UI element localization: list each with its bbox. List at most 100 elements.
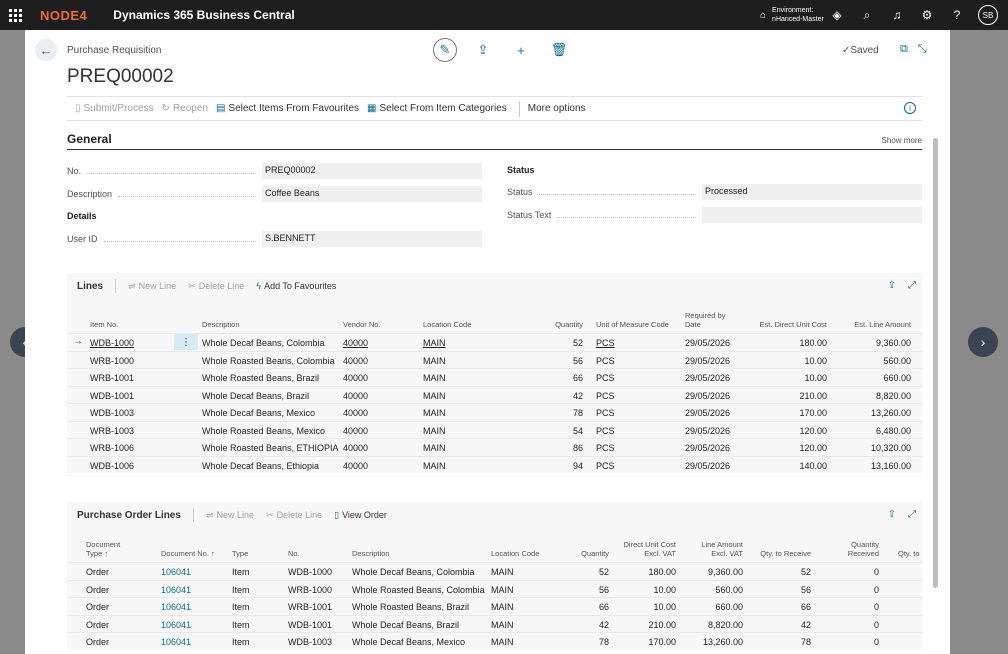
cell-amount[interactable]: 13,260.00 xyxy=(870,408,911,418)
cell-received[interactable]: 0 xyxy=(873,584,879,595)
cell-amount[interactable]: 6,480.00 xyxy=(875,425,911,436)
cell-date[interactable]: 29/05/2026 xyxy=(685,338,731,348)
cell-received[interactable]: 0 xyxy=(873,637,879,647)
col-direct-unit-cost-1[interactable]: Direct Unit Cost xyxy=(623,540,676,549)
search-icon[interactable]: ⌕ xyxy=(863,7,871,22)
general-title[interactable]: General xyxy=(67,132,112,146)
purchase-order-lines-title[interactable]: Purchase Order Lines xyxy=(77,509,181,521)
cell-to_receive[interactable]: 56 xyxy=(800,584,811,595)
submit-process-action[interactable]: ▯ Submit/Process xyxy=(75,103,154,114)
cell-cost[interactable]: 180.00 xyxy=(799,338,827,348)
cell-uom[interactable]: PCS xyxy=(596,425,615,436)
edit-button[interactable]: ✎ xyxy=(433,38,457,62)
help-icon[interactable]: ? xyxy=(953,8,961,22)
cell-no[interactable]: WRB-1001 xyxy=(288,602,333,612)
col-vendor-no[interactable]: Vendor No. xyxy=(343,320,381,329)
col-location-code[interactable]: Location Code xyxy=(423,320,472,329)
avatar[interactable]: SB xyxy=(978,5,998,25)
cell-cost[interactable]: 180.00 xyxy=(648,567,676,577)
cell-uom[interactable]: PCS xyxy=(596,443,615,453)
page-scrollbar[interactable] xyxy=(933,130,938,650)
col-quantity[interactable]: Quantity xyxy=(555,320,583,329)
col-po-description[interactable]: Description xyxy=(352,549,390,558)
col-type[interactable]: Type xyxy=(232,549,249,558)
cell-cost[interactable]: 210.00 xyxy=(648,619,676,630)
table-row[interactable]: → ⋮ WDB-1000 Whole Decaf Beans, Colombia 400… xyxy=(67,333,922,351)
bell-icon[interactable]: ♫ xyxy=(892,8,902,22)
cell-doc_no[interactable]: 106041 xyxy=(161,637,192,647)
cell-desc[interactable]: Whole Roasted Beans, ETHIOPIA xyxy=(202,443,339,453)
cell-desc[interactable]: Whole Decaf Beans, Brazil xyxy=(202,390,310,401)
cell-doc_type[interactable]: Order xyxy=(86,602,110,612)
cell-amount[interactable]: 8,820.00 xyxy=(707,619,743,630)
cell-vendor[interactable]: 40000 xyxy=(343,390,369,401)
cell-desc[interactable]: Whole Decaf Beans, Mexico xyxy=(202,408,316,418)
cell-uom[interactable]: PCS xyxy=(596,355,615,366)
col-uom[interactable]: Unit of Measure Code xyxy=(596,320,669,329)
table-row[interactable]: WDB-1001 Whole Decaf Beans, Brazil 40000 MA… xyxy=(67,385,922,403)
col-qty-to[interactable]: Qty. to xyxy=(898,549,920,558)
description-input[interactable]: Coffee Beans xyxy=(262,186,482,202)
cell-qty[interactable]: 78 xyxy=(598,637,609,647)
table-row[interactable]: Order 106041 Item WRB-1001 Whole Roasted Bea… xyxy=(67,597,922,615)
cell-desc[interactable]: Whole Decaf Beans, Colombia xyxy=(202,338,325,348)
no-input[interactable]: PREQ00002 xyxy=(262,163,482,179)
cell-date[interactable]: 29/05/2026 xyxy=(685,373,731,383)
delete-button[interactable]: 🗑 xyxy=(547,38,571,62)
share-icon[interactable]: ⇪ xyxy=(887,280,896,291)
cell-desc[interactable]: Whole Roasted Beans, Brazil xyxy=(202,373,320,383)
table-row[interactable]: WDB-1003 Whole Decaf Beans, Mexico 40000 MA… xyxy=(67,403,922,421)
cell-qty[interactable]: 42 xyxy=(598,619,609,630)
cell-item[interactable]: WDB-1006 xyxy=(90,460,135,471)
table-row[interactable]: WDB-1006 Whole Decaf Beans, Ethiopia 40000… xyxy=(67,455,922,473)
po-new-line-action[interactable]: ⇌ New Line xyxy=(206,510,254,521)
cell-loc[interactable]: MAIN xyxy=(423,355,446,366)
info-icon[interactable]: i xyxy=(904,102,916,114)
scrollbar-thumb[interactable] xyxy=(933,138,938,588)
cell-date[interactable]: 29/05/2026 xyxy=(685,460,731,471)
col-description[interactable]: Description xyxy=(202,320,240,329)
cell-no[interactable]: WRB-1000 xyxy=(288,584,333,595)
cell-uom[interactable]: PCS xyxy=(596,408,615,418)
cell-item[interactable]: WRB-1001 xyxy=(90,373,135,383)
cell-cost[interactable]: 170.00 xyxy=(648,637,676,647)
cell-no[interactable]: WDB-1001 xyxy=(288,619,333,630)
cell-item[interactable]: WRB-1000 xyxy=(90,355,135,366)
share-button[interactable]: ⇪ xyxy=(471,38,495,62)
cell-to_receive[interactable]: 66 xyxy=(800,602,811,612)
cell-loc[interactable]: MAIN xyxy=(491,567,514,577)
cell-type[interactable]: Item xyxy=(232,637,250,647)
open-new-window-icon[interactable]: ⧉ xyxy=(900,43,908,55)
share-icon[interactable]: ⇪ xyxy=(887,509,896,520)
cell-qty[interactable]: 52 xyxy=(572,338,583,348)
cell-to_receive[interactable]: 78 xyxy=(800,637,811,647)
po-delete-line-action[interactable]: ✂ Delete Line xyxy=(266,510,322,521)
cell-desc[interactable]: Whole Roasted Beans, Colombia xyxy=(202,355,335,366)
status-input[interactable]: Processed xyxy=(702,184,922,200)
col-po-location-code[interactable]: Location Code xyxy=(491,549,540,558)
cell-cost[interactable]: 120.00 xyxy=(799,425,827,436)
status-text-input[interactable] xyxy=(702,207,922,223)
table-row[interactable]: WRB-1001 Whole Roasted Beans, Brazil 40000… xyxy=(67,368,922,386)
cell-date[interactable]: 29/05/2026 xyxy=(685,443,731,453)
app-title[interactable]: Dynamics 365 Business Central xyxy=(113,8,295,22)
cell-item[interactable]: WDB-1000 xyxy=(90,338,135,348)
cell-date[interactable]: 29/05/2026 xyxy=(685,408,731,418)
cell-received[interactable]: 0 xyxy=(873,567,879,577)
cell-amount[interactable]: 660.00 xyxy=(883,373,911,383)
cell-qty[interactable]: 66 xyxy=(598,602,609,612)
cell-item[interactable]: WDB-1003 xyxy=(90,408,135,418)
cell-item[interactable]: WRB-1006 xyxy=(90,443,135,453)
cell-doc_no[interactable]: 106041 xyxy=(161,619,192,630)
cell-received[interactable]: 0 xyxy=(873,602,879,612)
cell-type[interactable]: Item xyxy=(232,602,250,612)
cell-desc[interactable]: Whole Roasted Beans, Mexico xyxy=(202,425,326,436)
table-row[interactable]: WRB-1003 Whole Roasted Beans, Mexico 40000… xyxy=(67,420,922,438)
cell-item[interactable]: WDB-1001 xyxy=(90,390,135,401)
more-options-action[interactable]: More options xyxy=(528,103,586,114)
cell-amount[interactable]: 660.00 xyxy=(715,602,743,612)
cell-uom[interactable]: PCS xyxy=(596,373,615,383)
cell-date[interactable]: 29/05/2026 xyxy=(685,390,731,401)
expand-icon[interactable]: ⤢ xyxy=(908,280,916,291)
cell-doc_no[interactable]: 106041 xyxy=(161,602,192,612)
